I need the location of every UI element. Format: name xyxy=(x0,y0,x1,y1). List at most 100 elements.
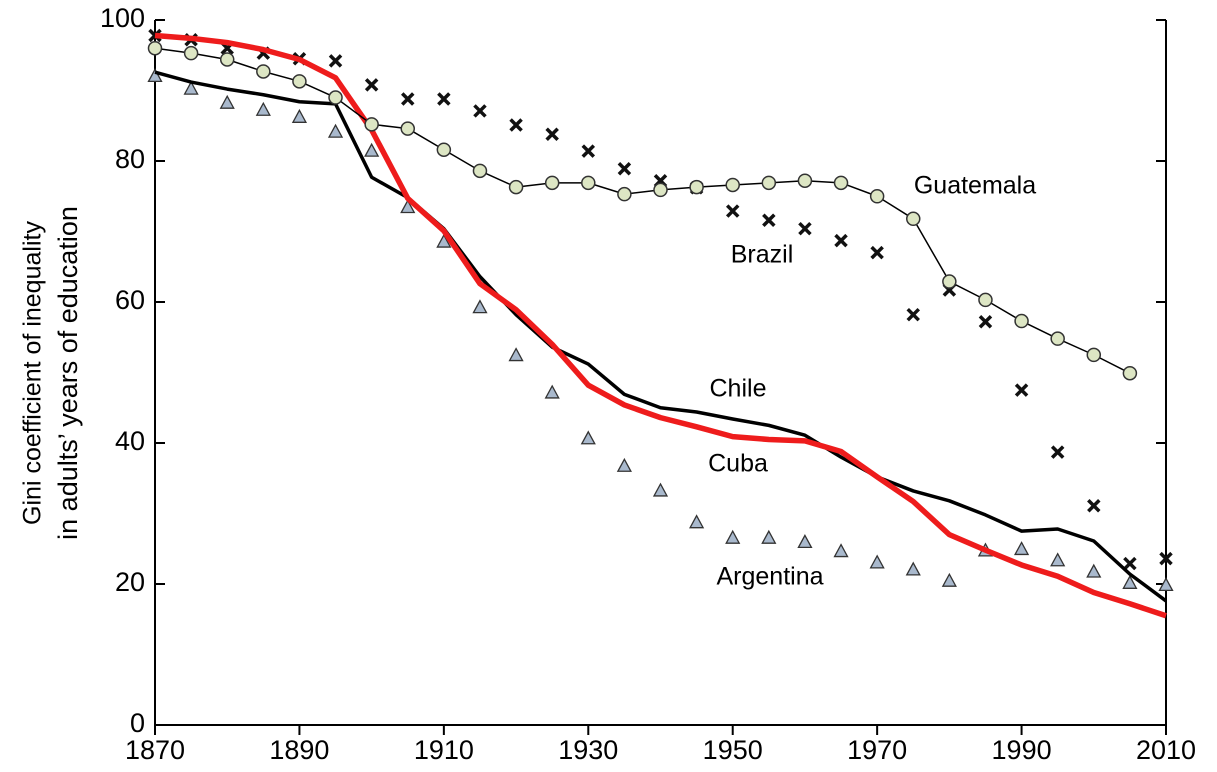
point xyxy=(219,94,235,109)
point xyxy=(255,101,271,116)
point xyxy=(725,177,740,193)
point xyxy=(833,543,849,558)
point xyxy=(544,175,560,191)
point xyxy=(400,121,415,136)
series-label: Brazil xyxy=(731,241,794,269)
point xyxy=(1122,574,1138,589)
point xyxy=(328,90,343,105)
series xyxy=(147,40,1138,381)
point xyxy=(472,299,488,314)
y-tick-label: 0 xyxy=(130,708,145,738)
series-label: Guatemala xyxy=(914,172,1036,200)
point xyxy=(1086,563,1102,578)
point xyxy=(581,144,596,158)
x-tick-label: 2010 xyxy=(1136,735,1196,765)
point xyxy=(401,92,415,106)
point xyxy=(364,78,379,92)
point xyxy=(725,529,741,544)
series-line xyxy=(154,70,1168,603)
x-tick-label: 1950 xyxy=(703,735,763,765)
point xyxy=(869,554,885,569)
point xyxy=(906,211,921,227)
point xyxy=(400,199,416,214)
point xyxy=(364,142,380,157)
point xyxy=(364,117,379,132)
point xyxy=(256,64,271,79)
point xyxy=(941,572,957,587)
point xyxy=(1122,365,1138,381)
point xyxy=(1014,383,1029,397)
series-label: Cuba xyxy=(708,450,768,478)
point xyxy=(905,561,921,576)
point xyxy=(652,482,669,497)
x-tick-label: 1910 xyxy=(414,735,474,765)
point xyxy=(581,175,596,191)
y-axis-label: Gini coefficient of inequality xyxy=(19,221,47,525)
point xyxy=(147,40,163,56)
point xyxy=(437,92,451,106)
point xyxy=(292,74,307,89)
point xyxy=(1013,541,1030,556)
series-label: Chile xyxy=(710,375,767,403)
point xyxy=(1087,499,1101,513)
point xyxy=(473,104,487,118)
point xyxy=(509,118,523,132)
point xyxy=(870,245,884,260)
point xyxy=(617,186,632,202)
point xyxy=(1050,552,1066,567)
point xyxy=(689,179,704,195)
series xyxy=(154,32,1167,619)
point xyxy=(219,52,235,67)
point xyxy=(1050,445,1065,459)
point xyxy=(328,54,343,68)
point xyxy=(508,347,524,362)
point xyxy=(1158,577,1174,592)
point xyxy=(1086,347,1102,363)
point xyxy=(689,514,705,529)
point xyxy=(327,123,344,138)
series xyxy=(147,68,1174,592)
y-tick-label: 40 xyxy=(115,426,145,456)
y-axis-label: in adults’ years of education xyxy=(53,206,83,540)
y-tick-label: 80 xyxy=(115,144,145,174)
series-line xyxy=(154,32,1167,619)
point xyxy=(978,292,993,308)
series xyxy=(154,70,1168,603)
series-line xyxy=(154,47,1131,374)
point xyxy=(1159,551,1173,566)
y-tick-label: 100 xyxy=(100,3,145,33)
point xyxy=(762,213,776,227)
point xyxy=(1050,331,1065,346)
point xyxy=(653,182,668,198)
y-tick-label: 60 xyxy=(115,285,145,315)
point xyxy=(797,534,813,549)
point xyxy=(833,175,849,191)
point xyxy=(436,233,452,248)
point xyxy=(1123,556,1137,571)
point xyxy=(472,163,488,179)
point xyxy=(798,221,812,236)
series-label: Argentina xyxy=(716,563,823,591)
point xyxy=(616,457,632,472)
point xyxy=(580,430,596,445)
point xyxy=(147,68,163,83)
point xyxy=(869,189,885,204)
point xyxy=(797,173,813,188)
point xyxy=(761,175,777,191)
x-tick-label: 1930 xyxy=(558,735,618,765)
point xyxy=(942,274,957,289)
point xyxy=(291,108,308,123)
point xyxy=(978,315,993,329)
point xyxy=(183,45,199,61)
point xyxy=(545,127,559,141)
point xyxy=(508,179,524,195)
x-tick-label: 1890 xyxy=(269,735,329,765)
x-tick-label: 1990 xyxy=(992,735,1052,765)
point xyxy=(906,307,920,322)
point xyxy=(834,233,848,248)
point xyxy=(761,529,777,544)
point xyxy=(725,204,740,218)
x-tick-label: 1970 xyxy=(847,735,907,765)
point xyxy=(544,384,560,399)
